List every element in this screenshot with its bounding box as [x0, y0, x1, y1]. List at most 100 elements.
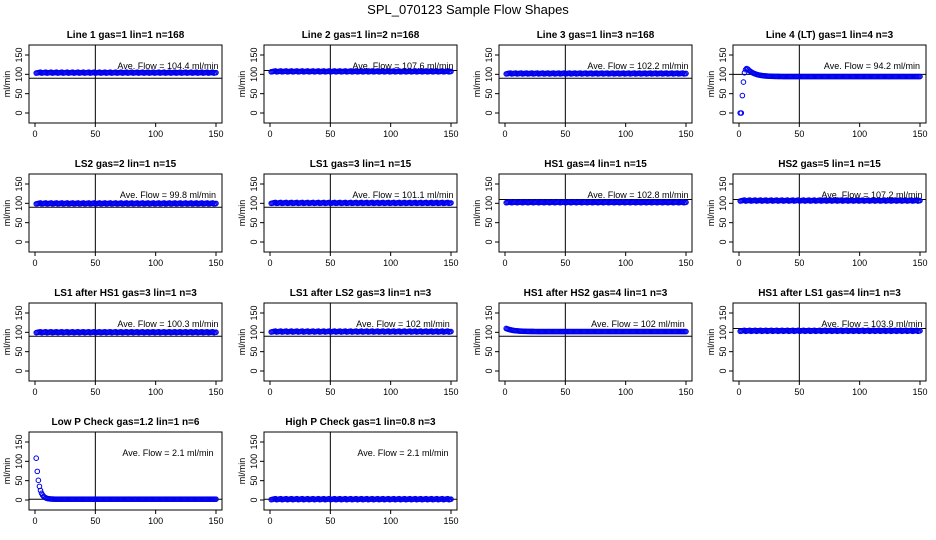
- plot-frame: [28, 302, 223, 382]
- chart-panel-2: Line 2 gas=1 lin=2 n=168 0 50 100 150 0 50 100 1…: [237, 30, 459, 139]
- chart-panel-10: LS1 after LS2 gas=3 lin=1 n=3 0 50 100 150 0 5…: [237, 288, 459, 397]
- y-axis-label: ml/min: [472, 329, 482, 356]
- average-flow-annotation: Ave. Flow = 100.3 ml/min: [117, 319, 218, 329]
- average-flow-annotation: Ave. Flow = 101.1 ml/min: [352, 190, 453, 200]
- chart-panel-8: HS2 gas=5 lin=1 n=150 50 100 150050100150ml…: [706, 159, 928, 268]
- y-axis-label: ml/min: [237, 200, 247, 227]
- y-tick-label: 50: [14, 218, 24, 228]
- chart-panel-5: LS2 gas=2 lin=1 n=150 50 100 150050100150ml…: [2, 159, 224, 268]
- y-tick-label: 50: [14, 347, 24, 357]
- panel-title: HS1 gas=4 lin=1 n=15: [544, 159, 647, 170]
- x-tick-label: 50: [90, 129, 100, 139]
- y-tick-label: 0: [249, 497, 259, 502]
- chart-panel-3: Line 3 gas=1 lin=3 n=168 0 50 100 150 0 50 100 1…: [472, 30, 694, 139]
- x-tick-label: 100: [148, 516, 163, 526]
- x-tick-label: 0: [32, 516, 37, 526]
- y-tick-label: 100: [14, 454, 24, 469]
- plot-frame: [498, 173, 693, 253]
- panel-title: LS2 gas=2 lin=1 n=15: [75, 159, 177, 170]
- y-tick-label: 50: [718, 347, 728, 357]
- y-tick-label: 50: [718, 218, 728, 228]
- y-tick-label: 0: [484, 239, 494, 244]
- x-tick-label: 150: [678, 129, 693, 139]
- plot-frame: [28, 431, 223, 511]
- y-axis-label: ml/min: [2, 329, 12, 356]
- plot-frame: [498, 44, 693, 124]
- x-tick-label: 150: [678, 258, 693, 268]
- panel-title: Line 3 gas=1 lin=3 n=168: [537, 30, 655, 41]
- average-flow-annotation: Ave. Flow = 103.9 ml/min: [821, 319, 922, 329]
- y-tick-label: 50: [249, 347, 259, 357]
- plot-frame: [263, 302, 458, 382]
- x-tick-label: 0: [736, 387, 741, 397]
- x-tick-label: 100: [618, 387, 633, 397]
- panel-title: Line 2 gas=1 lin=2 n=168: [302, 30, 420, 41]
- y-tick-label: 50: [249, 89, 259, 99]
- data-point: [740, 79, 747, 85]
- data-point: [34, 468, 41, 475]
- plot-frame: [732, 302, 927, 382]
- y-tick-label: 0: [718, 368, 728, 373]
- plot-frame: [263, 173, 458, 253]
- y-tick-label: 0: [14, 110, 24, 115]
- data-point: [683, 70, 689, 77]
- y-axis-label: ml/min: [237, 329, 247, 356]
- y-tick-label: 100: [249, 196, 259, 211]
- x-tick-label: 150: [208, 258, 223, 268]
- x-tick-label: 0: [32, 129, 37, 139]
- x-tick-label: 50: [90, 516, 100, 526]
- plot-frame: [28, 44, 223, 124]
- chart-panel-7: HS1 gas=4 lin=1 n=150 50 100 150050100150ml…: [472, 159, 694, 268]
- x-tick-label: 0: [736, 258, 741, 268]
- plot-frame: [263, 431, 458, 511]
- y-tick-label: 150: [249, 434, 259, 449]
- y-tick-label: 100: [484, 67, 494, 82]
- chart-panel-4: Line 4 (LT) gas=1 lin=4 n=3 0 50 100 150 0 50 1…: [706, 30, 928, 139]
- panel-title: LS1 gas=3 lin=1 n=15: [310, 159, 412, 170]
- x-tick-label: 0: [502, 129, 507, 139]
- y-tick-label: 150: [14, 305, 24, 320]
- data-point: [448, 328, 454, 335]
- data-point: [213, 496, 219, 502]
- x-tick-label: 0: [267, 516, 272, 526]
- average-flow-annotation: Ave. Flow = 104.4 ml/min: [117, 61, 218, 71]
- data-point: [448, 68, 454, 75]
- x-tick-label: 50: [794, 387, 804, 397]
- x-tick-label: 100: [852, 387, 867, 397]
- panel-title: HS1 after LS1 gas=4 lin=1 n=3: [758, 288, 901, 299]
- y-tick-label: 0: [249, 368, 259, 373]
- main-title: SPL_070123 Sample Flow Shapes: [367, 2, 569, 17]
- data-point: [37, 487, 44, 494]
- average-flow-annotation: Ave. Flow = 107.2 ml/min: [821, 190, 922, 200]
- y-axis-label: ml/min: [472, 200, 482, 227]
- panel-title: Low P Check gas=1.2 lin=1 n=6: [52, 417, 200, 428]
- y-tick-label: 150: [14, 47, 24, 62]
- chart-panel-9: LS1 after HS1 gas=3 lin=1 n=3 0 50 100 150 0 5…: [2, 288, 224, 397]
- y-tick-label: 150: [484, 47, 494, 62]
- x-tick-label: 0: [267, 129, 272, 139]
- x-tick-label: 100: [383, 258, 398, 268]
- x-tick-label: 150: [912, 258, 927, 268]
- data-point: [35, 477, 42, 484]
- plot-frame: [28, 173, 223, 253]
- x-tick-label: 0: [502, 387, 507, 397]
- panel-title: HS1 after HS2 gas=4 lin=1 n=3: [524, 288, 668, 299]
- x-tick-label: 50: [794, 258, 804, 268]
- y-tick-label: 0: [484, 110, 494, 115]
- chart-panel-1: Line 1 gas=1 lin=1 n=168 0 50 100 150 0 50 100 1…: [2, 30, 224, 139]
- average-flow-annotation: Ave. Flow = 102 ml/min: [356, 319, 450, 329]
- y-tick-label: 150: [14, 434, 24, 449]
- x-tick-label: 0: [32, 258, 37, 268]
- x-tick-label: 150: [678, 387, 693, 397]
- y-tick-label: 150: [484, 176, 494, 191]
- data-point: [448, 200, 454, 206]
- y-tick-label: 150: [249, 305, 259, 320]
- panel-title: HS2 gas=5 lin=1 n=15: [778, 159, 881, 170]
- average-flow-annotation: Ave. Flow = 2.1 ml/min: [357, 448, 448, 458]
- x-tick-label: 100: [383, 129, 398, 139]
- x-tick-label: 50: [325, 129, 335, 139]
- x-tick-label: 100: [852, 258, 867, 268]
- x-tick-label: 50: [560, 129, 570, 139]
- y-axis-label: ml/min: [2, 200, 12, 227]
- y-axis-label: ml/min: [237, 71, 247, 98]
